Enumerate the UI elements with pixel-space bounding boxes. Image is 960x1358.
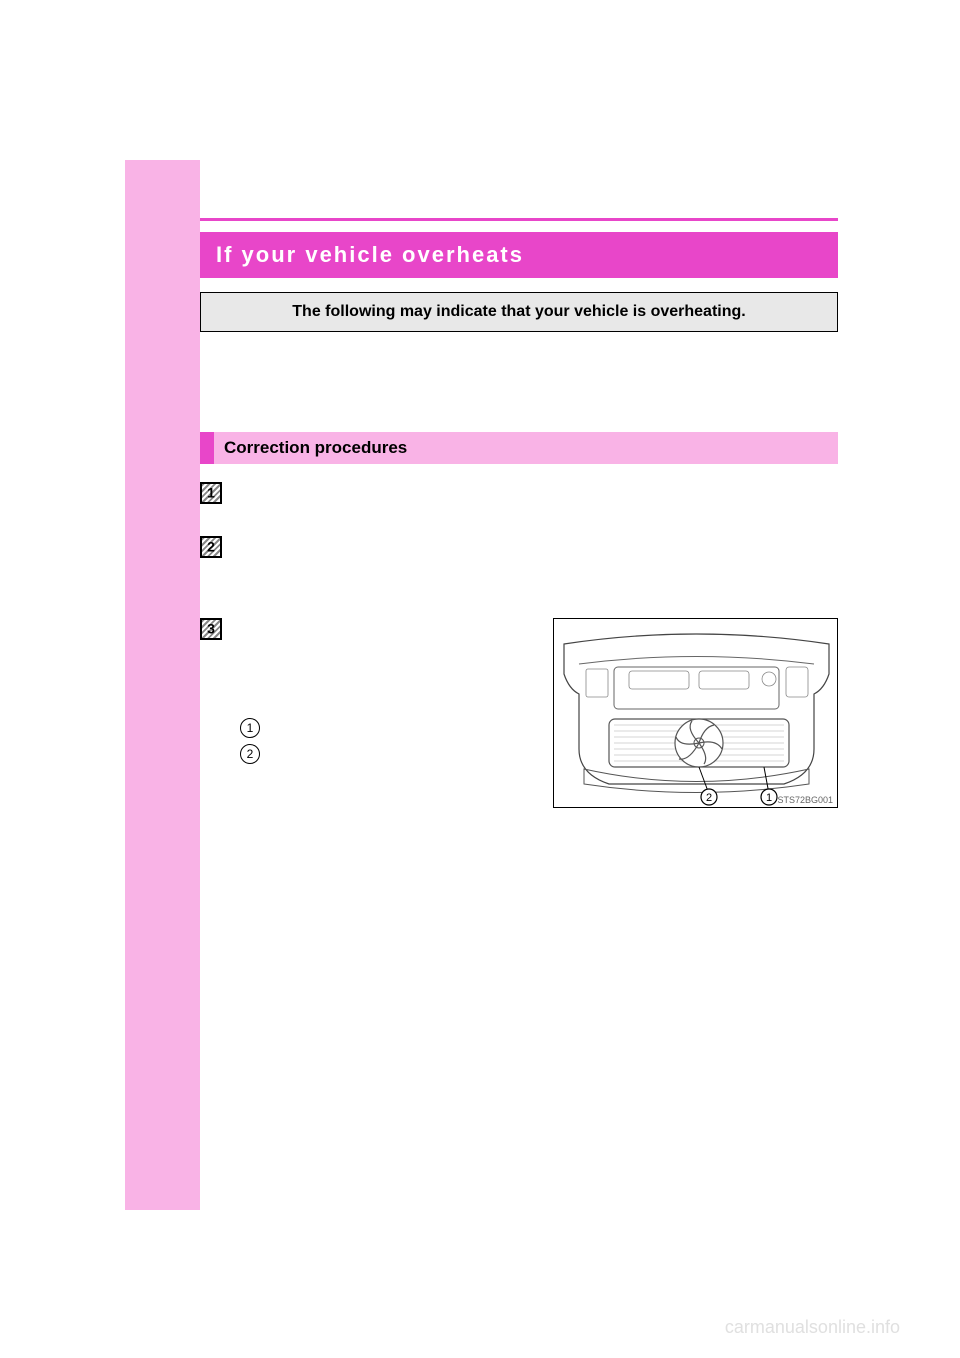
circle-number-icon: 2 (240, 744, 260, 764)
engine-bay-svg: 2 1 (554, 619, 839, 809)
page-title-bar: If your vehicle overheats (200, 232, 838, 278)
step-number-icon (200, 536, 222, 558)
sub-item: 1 (240, 718, 535, 738)
sidebar-pink-column (125, 160, 200, 1210)
section-header: Correction procedures (200, 432, 838, 464)
engine-bay-figure: 2 1 STS72BG001 (553, 618, 838, 808)
intro-text: The following may indicate that your veh… (292, 303, 745, 320)
step-left (200, 536, 838, 558)
svg-text:2: 2 (706, 792, 712, 804)
manual-page: If your vehicle overheats The following … (0, 0, 960, 1358)
figure-code: STS72BG001 (777, 795, 833, 805)
page-title: If your vehicle overheats (216, 242, 524, 267)
circle-number-icon: 1 (240, 718, 260, 738)
section-title: Correction procedures (214, 432, 838, 464)
intro-box: The following may indicate that your veh… (200, 292, 838, 332)
step-3: 1 2 (200, 618, 838, 808)
sub-item: 2 (240, 744, 535, 764)
step-number-icon (200, 482, 222, 504)
step-left (200, 482, 838, 504)
svg-text:1: 1 (766, 792, 772, 804)
watermark: carmanualsonline.info (725, 1317, 900, 1338)
step-number-icon (200, 618, 222, 640)
step-2 (200, 536, 838, 558)
step-1 (200, 482, 838, 504)
content-area: If your vehicle overheats The following … (200, 232, 838, 808)
section-marker (200, 432, 214, 464)
step-left: 1 2 (200, 618, 535, 764)
header-divider (200, 218, 838, 221)
